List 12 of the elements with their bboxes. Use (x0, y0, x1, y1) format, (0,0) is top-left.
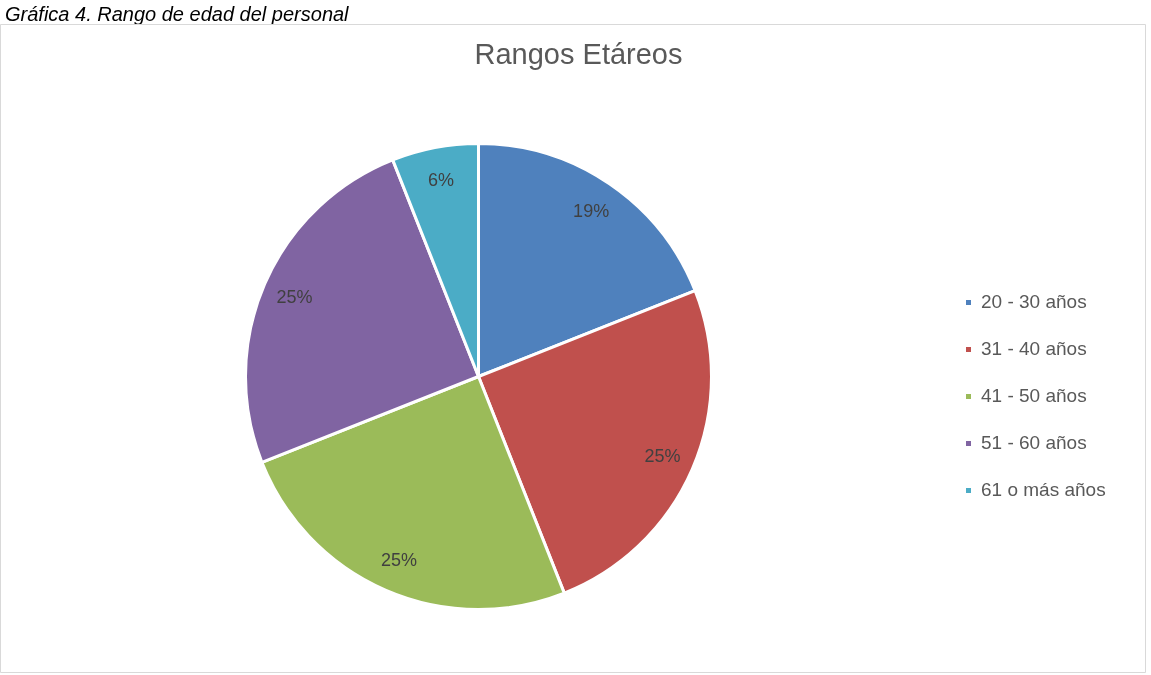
data-label: 6% (427, 169, 454, 190)
data-label: 25% (380, 550, 417, 571)
data-label: 19% (573, 200, 610, 221)
legend-label: 61 o más años (981, 479, 1106, 501)
data-label: 25% (276, 286, 313, 307)
legend-label: 31 - 40 años (981, 338, 1087, 360)
legend-label: 51 - 60 años (981, 432, 1087, 454)
legend-label: 20 - 30 años (981, 291, 1087, 313)
chart-title: Rangos Etáreos (474, 37, 683, 70)
legend-label: 41 - 50 años (981, 385, 1087, 407)
data-label: 25% (644, 446, 681, 467)
text: Gráfica 4. Rango de edad del personal (5, 2, 349, 27)
